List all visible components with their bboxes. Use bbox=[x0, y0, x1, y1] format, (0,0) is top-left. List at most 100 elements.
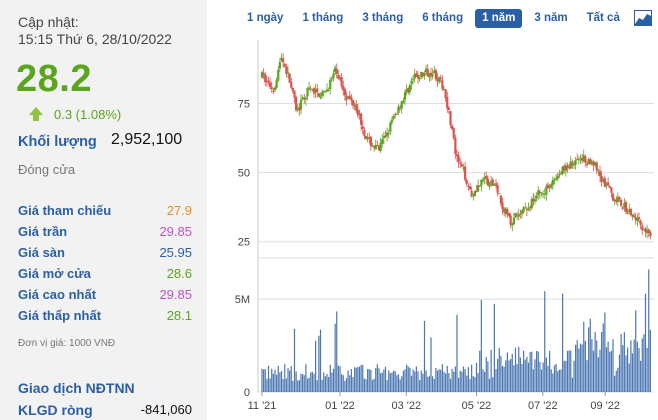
volume-value: 2,952,100 bbox=[111, 131, 183, 148]
volume-bar bbox=[420, 370, 422, 392]
volume-bar bbox=[640, 360, 642, 392]
volume-bar bbox=[472, 376, 474, 392]
volume-bar bbox=[280, 371, 283, 392]
volume-bar bbox=[428, 375, 430, 392]
volume-bar bbox=[563, 360, 565, 392]
candle-body bbox=[457, 155, 460, 163]
candle-body bbox=[485, 175, 488, 179]
close-label: Đóng cửa bbox=[18, 162, 76, 177]
candle-body bbox=[561, 166, 564, 174]
candle-body bbox=[371, 145, 374, 147]
volume-bar bbox=[368, 368, 370, 392]
candle-body bbox=[441, 80, 444, 89]
tab-6-months[interactable]: 6 tháng bbox=[422, 11, 464, 24]
candle-body bbox=[641, 225, 644, 231]
stat-label: Giá tham chiếu bbox=[18, 203, 112, 218]
tab-3-years[interactable]: 3 năm bbox=[534, 11, 568, 24]
volume-bar bbox=[302, 374, 304, 392]
volume-bar bbox=[589, 318, 591, 392]
volume-bar bbox=[635, 310, 637, 392]
candle-body bbox=[421, 72, 424, 77]
candle-body bbox=[624, 201, 628, 213]
candle-body bbox=[415, 73, 418, 77]
volume-bar bbox=[365, 379, 367, 392]
volume-bar bbox=[399, 379, 401, 392]
candle-body bbox=[585, 164, 589, 166]
candle-body bbox=[646, 230, 649, 233]
volume-bar bbox=[347, 370, 349, 392]
candle-body bbox=[416, 75, 420, 79]
volume-bar bbox=[354, 367, 356, 392]
volume-bar bbox=[497, 358, 499, 392]
candle-body bbox=[542, 193, 545, 195]
volume-bar bbox=[266, 378, 268, 392]
area-chart-icon[interactable] bbox=[633, 10, 652, 26]
volume-bar bbox=[475, 362, 478, 392]
candle-body bbox=[572, 164, 576, 166]
candle-body bbox=[491, 179, 494, 186]
volume-bar bbox=[443, 371, 445, 392]
stat-row: Giá trần 29.85 bbox=[18, 221, 192, 242]
candle-body bbox=[384, 135, 387, 138]
volume-bar bbox=[495, 368, 497, 392]
candle-body bbox=[273, 87, 277, 91]
volume-bar bbox=[311, 371, 313, 392]
candle-body bbox=[454, 137, 457, 154]
volume-bar bbox=[373, 378, 375, 392]
volume-bar bbox=[578, 348, 580, 392]
candle-body bbox=[615, 199, 618, 203]
volume-bar bbox=[326, 373, 328, 392]
volume-bar bbox=[490, 349, 492, 392]
tab-1-month[interactable]: 1 tháng bbox=[302, 11, 344, 24]
stat-row: Giá mở cửa 28.6 bbox=[18, 263, 192, 284]
candle-body bbox=[494, 183, 498, 185]
x-tick-label: 11 '21 bbox=[248, 400, 277, 412]
tab-1-day[interactable]: 1 ngày bbox=[247, 11, 284, 24]
candle-body bbox=[530, 199, 533, 209]
volume-bar bbox=[620, 334, 622, 392]
volume-bar bbox=[480, 299, 482, 392]
candle-body bbox=[613, 199, 616, 202]
candle-body bbox=[446, 96, 449, 109]
volume-bar bbox=[341, 374, 343, 392]
volume-bar bbox=[555, 363, 557, 392]
candle-body bbox=[343, 89, 346, 96]
volume-bar bbox=[402, 370, 404, 392]
volume-bar bbox=[446, 365, 448, 392]
candle-body bbox=[516, 214, 519, 216]
volume-bar bbox=[636, 341, 638, 392]
candle-body bbox=[353, 105, 356, 107]
volume-bar bbox=[269, 378, 271, 392]
volume-bar bbox=[300, 373, 302, 392]
volume-bar bbox=[391, 372, 393, 392]
candle-body bbox=[582, 155, 585, 162]
candle-body bbox=[413, 73, 416, 79]
candle-body bbox=[499, 195, 502, 204]
candle-body bbox=[382, 136, 385, 139]
volume-bar bbox=[423, 320, 426, 392]
candle-body bbox=[389, 122, 392, 132]
stock-summary-panel: Cập nhật: 15:15 Thứ 6, 28/10/2022 28.2 0… bbox=[0, 0, 207, 420]
candle-body bbox=[291, 88, 294, 91]
volume-bar bbox=[290, 366, 292, 392]
candle-body bbox=[493, 184, 496, 186]
candle-body bbox=[546, 184, 550, 189]
stat-value: 28.1 bbox=[166, 308, 192, 323]
volume-bar bbox=[297, 380, 299, 392]
candle-body bbox=[602, 179, 605, 182]
tab-all[interactable]: Tất cả bbox=[586, 11, 620, 24]
candle-body bbox=[628, 209, 631, 213]
volume-bar bbox=[537, 351, 539, 392]
volume-bar bbox=[376, 364, 378, 392]
tab-3-months[interactable]: 3 tháng bbox=[362, 11, 404, 24]
candle-body bbox=[299, 99, 303, 110]
volume-bar bbox=[505, 360, 507, 392]
volume-bar bbox=[544, 291, 546, 392]
tab-1-year[interactable]: 1 năm bbox=[475, 8, 523, 28]
volume-bar bbox=[591, 339, 593, 392]
candle-body bbox=[556, 175, 559, 179]
candle-body bbox=[514, 213, 517, 218]
candle-body bbox=[535, 195, 538, 199]
volume-bar bbox=[462, 366, 465, 392]
volume-bar bbox=[633, 339, 635, 392]
